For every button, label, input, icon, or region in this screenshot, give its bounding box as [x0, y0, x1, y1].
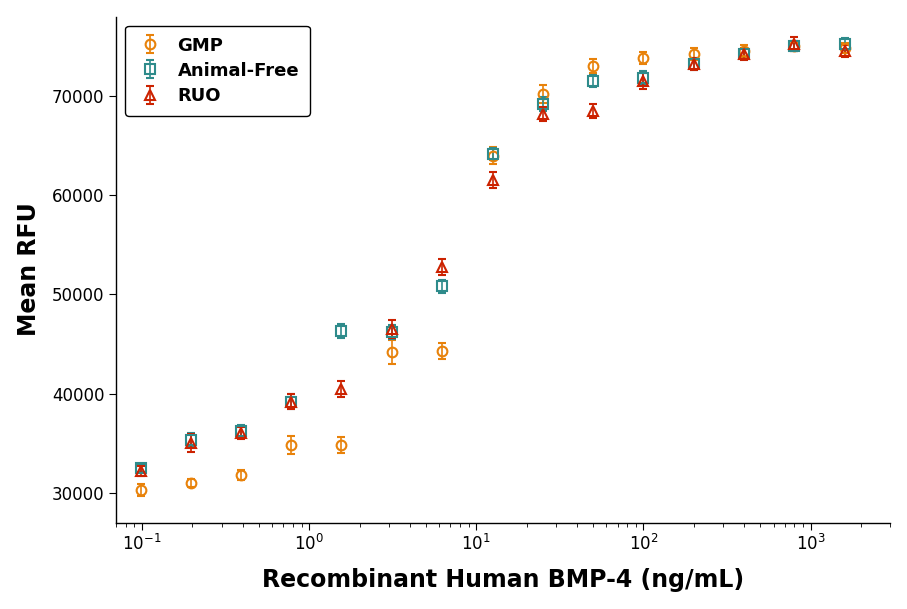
Y-axis label: Mean RFU: Mean RFU: [16, 203, 41, 337]
X-axis label: Recombinant Human BMP-4 (ng/mL): Recombinant Human BMP-4 (ng/mL): [262, 568, 745, 593]
Legend: GMP, Animal-Free, RUO: GMP, Animal-Free, RUO: [125, 26, 310, 116]
